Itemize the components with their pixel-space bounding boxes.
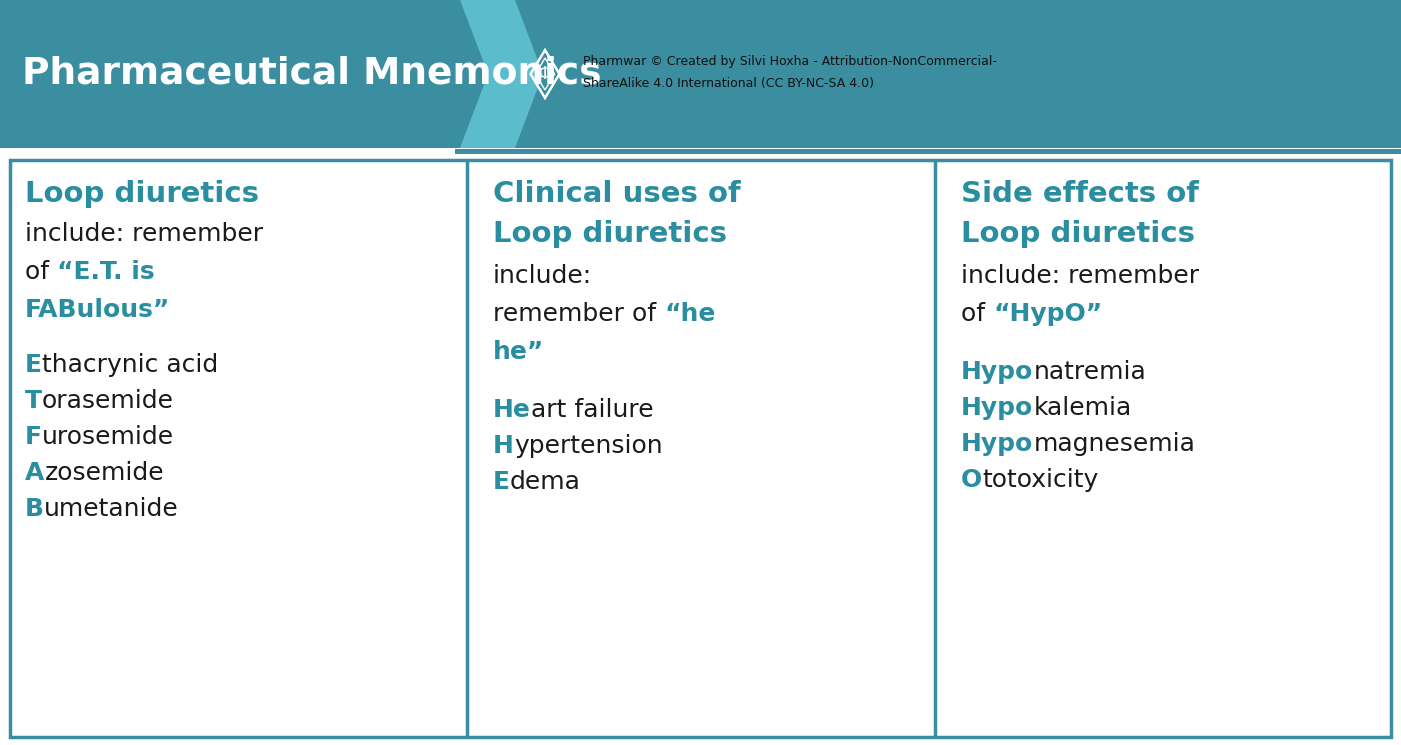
Text: Side effects of: Side effects of [961, 180, 1199, 208]
Text: Hypo: Hypo [961, 360, 1034, 384]
Text: T: T [25, 389, 42, 413]
Text: umetanide: umetanide [43, 497, 179, 521]
Text: he”: he” [493, 340, 545, 364]
Text: Hypo: Hypo [961, 396, 1034, 420]
Text: Pharmaceutical Mnemonics: Pharmaceutical Mnemonics [22, 56, 601, 92]
Text: kalemia: kalemia [1034, 396, 1132, 420]
Text: Φ: Φ [538, 65, 552, 83]
Text: ShareAlike 4.0 International (CC BY-NC-SA 4.0): ShareAlike 4.0 International (CC BY-NC-S… [583, 77, 874, 90]
FancyBboxPatch shape [10, 160, 1391, 737]
Text: magnesemia: magnesemia [1034, 432, 1195, 456]
Text: orasemide: orasemide [42, 389, 174, 413]
Text: B: B [25, 497, 43, 521]
Text: He: He [493, 398, 531, 422]
Text: H: H [493, 434, 514, 458]
Text: “HypO”: “HypO” [993, 302, 1103, 326]
Text: of: of [25, 260, 57, 284]
Text: art failure: art failure [531, 398, 653, 422]
Text: urosemide: urosemide [42, 425, 174, 449]
Text: “E.T. is: “E.T. is [57, 260, 154, 284]
Bar [455, 149, 1401, 154]
Text: include: remember: include: remember [25, 222, 263, 246]
Text: zosemide: zosemide [45, 461, 164, 485]
Text: include:: include: [493, 264, 593, 288]
Text: totoxicity: totoxicity [982, 468, 1098, 492]
Text: thacrynic acid: thacrynic acid [42, 353, 219, 377]
Text: Loop diuretics: Loop diuretics [25, 180, 259, 208]
Polygon shape [460, 0, 544, 148]
Text: Pharmwar © Created by Silvi Hoxha - Attribution-NonCommercial-: Pharmwar © Created by Silvi Hoxha - Attr… [583, 55, 998, 69]
Text: include: remember: include: remember [961, 264, 1199, 288]
Text: F: F [25, 425, 42, 449]
Text: “he: “he [664, 302, 716, 326]
Text: Loop diuretics: Loop diuretics [961, 220, 1195, 248]
Text: ypertension: ypertension [514, 434, 663, 458]
Text: FABulous”: FABulous” [25, 298, 171, 322]
Text: A: A [25, 461, 45, 485]
Text: E: E [25, 353, 42, 377]
Text: Hypo: Hypo [961, 432, 1034, 456]
Text: Loop diuretics: Loop diuretics [493, 220, 727, 248]
Text: dema: dema [510, 470, 581, 494]
Text: natremia: natremia [1034, 360, 1146, 384]
Text: O: O [961, 468, 982, 492]
Text: of: of [961, 302, 993, 326]
Text: E: E [493, 470, 510, 494]
Text: remember of: remember of [493, 302, 664, 326]
Text: Clinical uses of: Clinical uses of [493, 180, 741, 208]
Bar [0, 0, 1401, 148]
